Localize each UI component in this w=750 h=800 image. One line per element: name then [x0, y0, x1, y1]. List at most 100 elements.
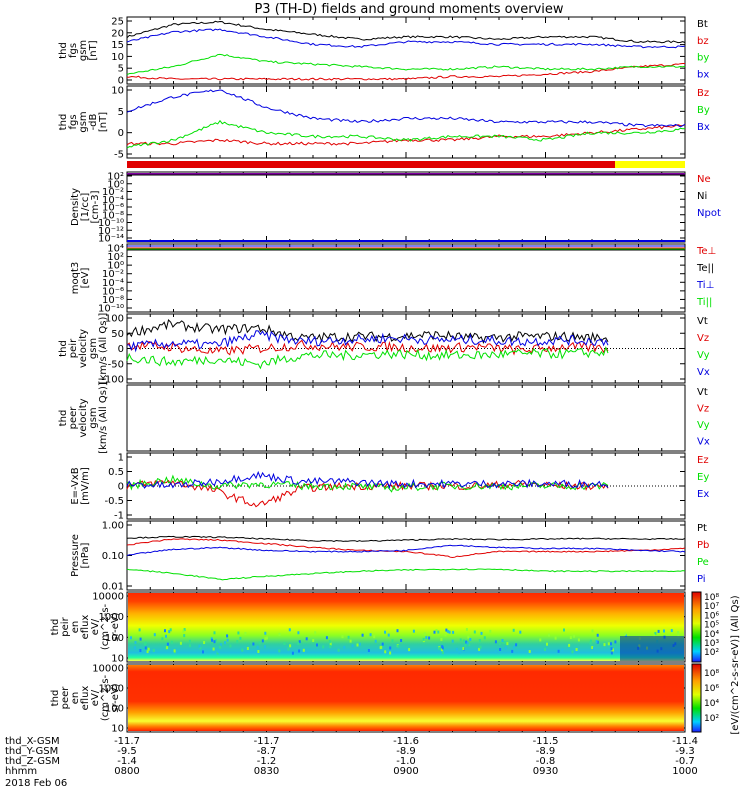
y-tick-label: 15 — [111, 40, 124, 51]
x-axis-value: -8.9 — [396, 746, 416, 757]
colorbar-tick-label: 10⁴ — [704, 630, 719, 640]
spectrogram-cell — [412, 629, 415, 633]
spectrogram-cell — [288, 628, 291, 632]
colorbar-tick-label: 10⁴ — [704, 699, 719, 709]
legend-entry: Te|| — [696, 263, 714, 274]
spectrogram-cell — [607, 642, 610, 646]
spectrogram-cell — [226, 638, 229, 642]
panel-frame — [126, 520, 686, 591]
y-tick-label: 10⁴ — [107, 244, 124, 255]
y-tick-label: 5 — [118, 64, 124, 75]
spectrogram-cell — [589, 639, 592, 643]
x-axis-value: -11.5 — [533, 736, 559, 747]
spectrogram-cell — [441, 646, 444, 650]
spectrogram-cell — [302, 648, 305, 652]
spectrogram-cell — [264, 645, 266, 649]
spectrogram-cell — [384, 650, 387, 654]
y-axis-label: thd — [50, 619, 61, 636]
legend-entry: bz — [697, 36, 709, 47]
spectrogram-cell — [397, 644, 400, 648]
legend-entry: Bz — [697, 88, 709, 99]
legend-entry: bx — [697, 69, 709, 80]
y-tick-label: 10⁰ — [107, 261, 124, 272]
spectrogram-cell — [511, 649, 514, 653]
spectrogram-cell — [504, 646, 507, 650]
series-line-Ex — [126, 470, 609, 490]
spectrogram-cell — [351, 644, 354, 648]
spectrogram-cell — [143, 642, 146, 646]
spectrogram-cell — [603, 643, 606, 647]
spectrogram-cell — [539, 638, 542, 642]
spectrogram-cell — [568, 643, 571, 647]
spectrogram-cell — [287, 647, 290, 651]
spectrogram-cell — [462, 647, 465, 650]
spectrogram-cell — [214, 639, 217, 643]
spectrogram-cell — [455, 647, 458, 651]
spectrogram-cell — [452, 630, 455, 634]
legend-entry: Vy — [697, 350, 710, 361]
spectrogram-cell — [188, 639, 191, 643]
spectrogram-cell — [349, 639, 352, 643]
spectrogram-cell — [451, 639, 454, 643]
spectrogram-cell — [189, 644, 191, 648]
series-line-bz — [126, 63, 685, 81]
spectrogram-cell — [610, 642, 612, 646]
y-tick-label: 0 — [118, 344, 124, 355]
y-tick-label: 1.00 — [102, 521, 124, 532]
spectrogram-cell — [161, 637, 164, 641]
y-tick-label: 10⁻² — [102, 187, 124, 198]
spectrogram-cell — [256, 645, 259, 649]
x-axis-value: 0930 — [533, 766, 558, 777]
spectrogram-cell — [226, 634, 229, 638]
spectrogram-cell — [236, 640, 239, 644]
panel-frame — [126, 171, 686, 243]
spectrogram-cell — [548, 633, 550, 637]
spectrogram-cell — [341, 635, 344, 639]
spectrogram-cell — [291, 651, 294, 655]
series-line-Vx — [127, 330, 609, 353]
y-axis-label: peir — [60, 616, 71, 636]
x-axis-value: 0900 — [393, 766, 418, 777]
spectrogram-cell — [469, 638, 472, 641]
legend-entry: Ex — [697, 489, 709, 500]
panel-frame — [126, 243, 686, 313]
spectrogram-cell — [515, 643, 518, 647]
legend-entry: Vz — [697, 404, 709, 415]
spectrogram-cell — [440, 648, 443, 652]
spectrogram-cell — [257, 650, 260, 653]
spectrogram-cell — [610, 647, 613, 651]
colorbar-tick-label: 10⁶ — [704, 684, 719, 694]
y-axis-label: gsm — [78, 111, 89, 132]
y-tick-label: 0.10 — [102, 551, 124, 562]
legend-entry: Ni — [697, 191, 707, 202]
spectrogram-cell — [677, 631, 680, 634]
y-axis-label: thd — [58, 340, 69, 357]
legend-entry: Vt — [697, 387, 708, 398]
spectrogram-cell — [389, 646, 392, 650]
spectrogram-cell — [182, 629, 185, 633]
spectrogram-cell — [577, 638, 580, 642]
x-axis-value: -11.7 — [254, 736, 280, 747]
colorbar-tick-label: 10⁸ — [704, 669, 719, 679]
spectrogram-cell — [298, 640, 301, 644]
spectrogram-cell — [400, 639, 403, 642]
y-axis-label: [km/s (All Qs)] — [98, 313, 109, 385]
spectrogram-cell — [408, 648, 411, 652]
spectrogram-cell — [445, 628, 448, 632]
spectrogram-cell — [544, 647, 546, 651]
y-tick-label: 10⁻⁸ — [102, 295, 124, 306]
y-tick-label: 10⁻⁶ — [102, 286, 124, 297]
spectrogram-cell — [459, 638, 462, 642]
spectrogram-cell — [367, 649, 370, 652]
y-tick-label: 100 — [105, 633, 124, 644]
spectrogram-cell — [264, 637, 267, 641]
y-axis-label: moqt3 — [70, 262, 81, 295]
spectrogram-cell — [133, 646, 136, 650]
y-tick-label: -5 — [114, 150, 124, 161]
spectrogram-cell — [596, 633, 599, 637]
y-axis-label: thd — [58, 410, 69, 427]
spectrogram-cell — [441, 651, 444, 655]
spectrogram-cell — [241, 648, 244, 652]
spectrogram-cell — [465, 628, 468, 632]
y-tick-label: 10⁻¹⁴ — [98, 234, 124, 245]
